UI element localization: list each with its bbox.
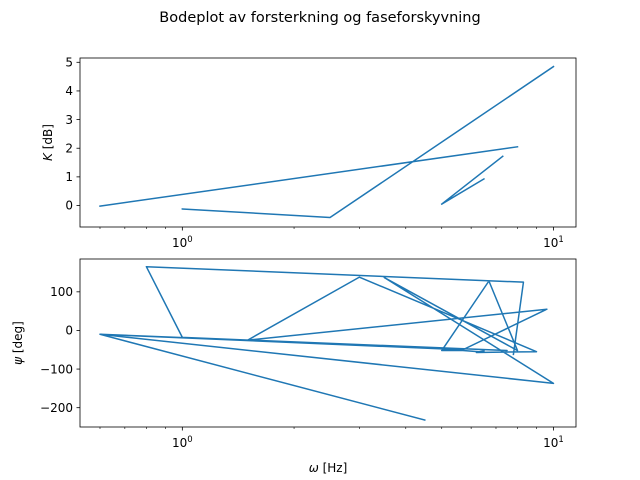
phase-axes: 100 101 −200 −100 0 100 ψ [deg] ω [Hz] (11, 258, 577, 475)
phase-x-tick-label: 101 (543, 435, 564, 450)
gain-y-axis-label: K [dB] (41, 124, 55, 161)
gain-y-tick-label: 2 (65, 141, 73, 155)
gain-axes-frame (79, 57, 577, 228)
phase-y-axis-label: ψ [deg] (11, 321, 25, 365)
gain-y-tick-label: 0 (65, 199, 73, 213)
phase-axes-frame (79, 258, 577, 428)
phase-y-tick-label: −100 (40, 362, 73, 376)
gain-series-line-0 (99, 65, 555, 219)
gain-y-tick-label: 3 (65, 113, 73, 127)
chart-title: Bodeplot av forsterkning og faseforskyvn… (159, 10, 480, 26)
gain-y-tick-label: 1 (65, 170, 73, 184)
phase-y-tick-label: 100 (50, 285, 73, 299)
phase-x-tick-label: 100 (172, 435, 193, 450)
phase-y-tick-label: 0 (65, 324, 73, 338)
phase-x-axis-label: ω [Hz] (309, 461, 348, 475)
phase-series-line-0 (99, 265, 555, 421)
gain-y-tick-label: 5 (65, 55, 73, 69)
phase-y-tick-label: −200 (40, 401, 73, 415)
gain-x-tick-label: 101 (543, 235, 564, 250)
gain-y-tick-label: 4 (65, 84, 73, 98)
gain-x-tick-label: 100 (172, 235, 193, 250)
